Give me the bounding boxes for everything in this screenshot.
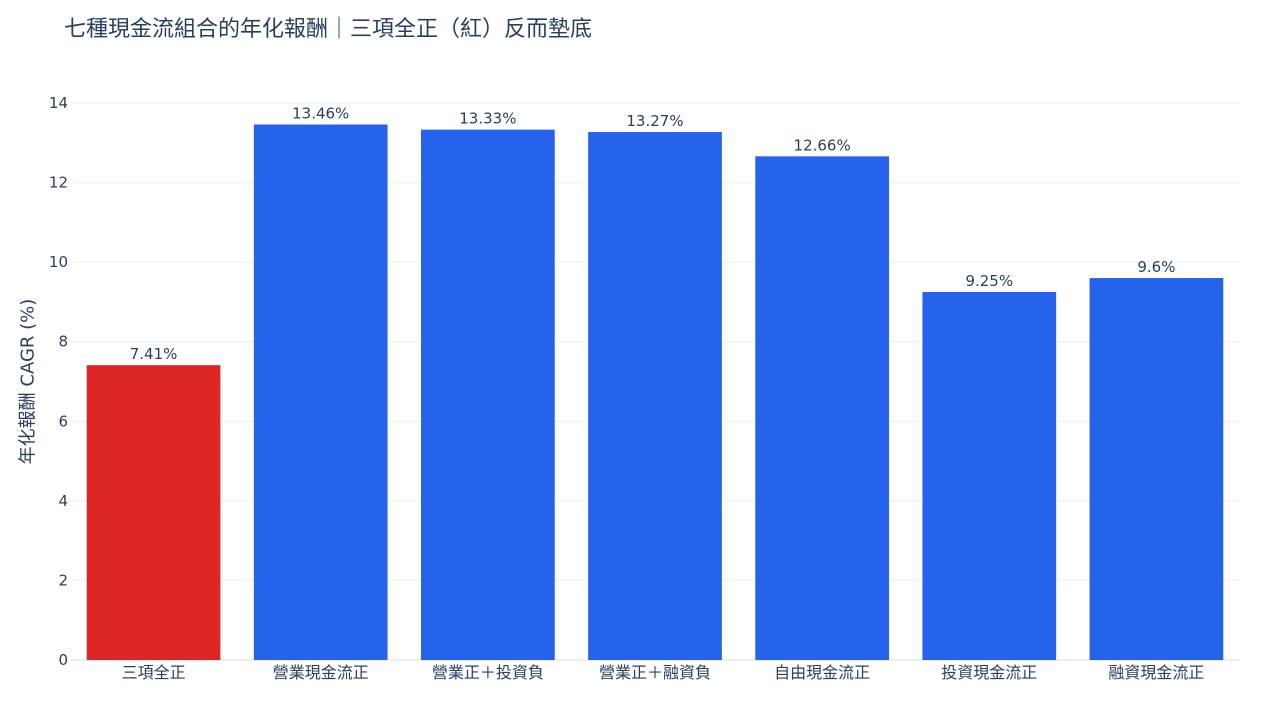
bar	[253, 124, 388, 661]
bar-data-label: 9.25%	[965, 272, 1013, 290]
bar-data-label: 9.6%	[1137, 258, 1175, 276]
x-axis-ticks: 三項全正 營業現金流正 營業正＋投資負 營業正＋融資負 自由現金流正 投資現金流正 融資現金…	[122, 663, 1205, 682]
x-tick-label: 營業正＋融資負	[599, 663, 711, 682]
y-tick-label: 2	[58, 571, 68, 589]
y-tick-label: 14	[49, 94, 68, 112]
data-labels: 7.41% 13.46% 13.33% 13.27% 12.66% 9.25% 9.6%	[130, 104, 1176, 363]
x-tick-label: 自由現金流正	[774, 663, 870, 682]
bar	[588, 132, 722, 660]
bar	[755, 156, 889, 660]
chart-title: 七種現金流組合的年化報酬｜三項全正（紅）反而墊底	[64, 17, 593, 42]
bar-data-label: 7.41%	[130, 345, 178, 363]
bar-data-label: 13.27%	[626, 112, 683, 130]
x-tick-label: 營業現金流正	[273, 663, 369, 682]
y-axis-ticks: 0 2 4 6 8 10 12 14	[49, 94, 68, 669]
y-tick-label: 0	[58, 651, 68, 669]
x-tick-label: 三項全正	[122, 663, 186, 682]
x-tick-label: 營業正＋投資負	[432, 663, 544, 682]
y-tick-label: 4	[58, 492, 68, 510]
bar	[1089, 278, 1224, 660]
bars	[86, 124, 1224, 661]
bar-data-label: 13.46%	[292, 104, 349, 122]
y-tick-label: 10	[49, 253, 68, 271]
bar	[922, 291, 1057, 660]
x-tick-label: 融資現金流正	[1108, 663, 1204, 682]
bar	[86, 365, 221, 660]
bar	[421, 129, 555, 660]
y-axis-title: 年化報酬 CAGR (%)	[17, 299, 38, 465]
y-tick-label: 8	[58, 333, 68, 351]
y-tick-label: 6	[58, 412, 68, 430]
bar-data-label: 13.33%	[459, 110, 516, 128]
bar-data-label: 12.66%	[794, 136, 851, 154]
x-tick-label: 投資現金流正	[941, 663, 1037, 682]
y-tick-label: 12	[49, 174, 68, 192]
